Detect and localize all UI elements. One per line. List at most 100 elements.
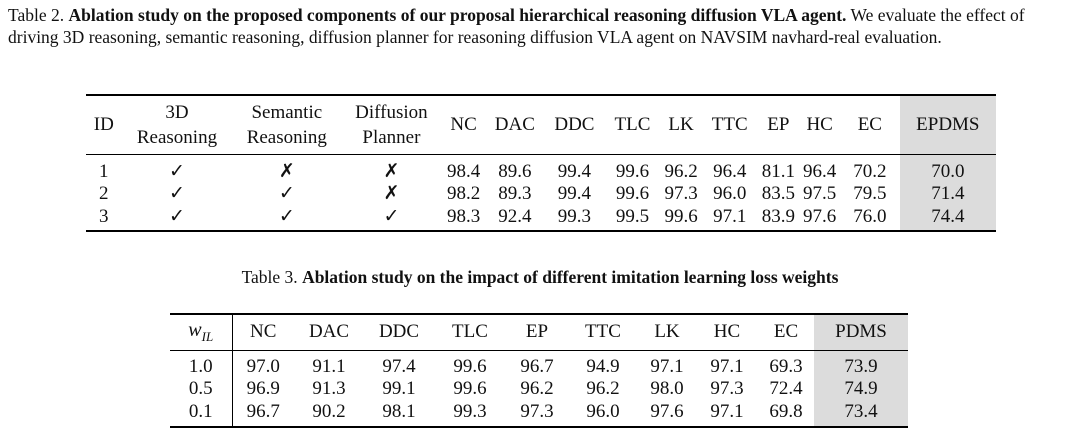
cell-metric: 83.9 — [761, 205, 795, 227]
table2-caption: Table 2. Ablation study on the proposed … — [8, 4, 1074, 48]
cell-metric: 96.2 — [586, 378, 620, 399]
table3-header-metric: EP — [506, 314, 568, 351]
table2-header-row: ID 3D Reasoning Semantic Reasoning Diffu… — [86, 95, 996, 155]
cell-metric: 99.6 — [615, 183, 650, 204]
table3-header-metric: TLC — [434, 314, 506, 351]
cell-3d-reasoning: ✓ — [169, 183, 185, 204]
cell-metric: 97.1 — [713, 205, 747, 227]
table3-header-metric: TTC — [568, 314, 638, 351]
table3-header-row: wIL NC DAC DDC TLC EP TTC LK HC EC PDMS — [170, 314, 908, 351]
table2-header-metric: EP — [757, 95, 800, 155]
cell-diffusion-planner: ✗ — [383, 160, 400, 182]
table2-header-semantic-reasoning: Semantic Reasoning — [232, 95, 342, 155]
weight-symbol-subscript: IL — [201, 329, 214, 345]
cell-metric: 96.7 — [246, 400, 280, 422]
table2-label: Table 2. — [8, 5, 65, 25]
cell-metric: 98.3 — [446, 205, 481, 227]
table2-header-metric: TLC — [604, 95, 661, 155]
cell-metric: 96.7 — [520, 355, 554, 377]
table3-header-metric: HC — [696, 314, 758, 351]
header-line: 3D — [165, 101, 189, 123]
cell-metric: 70.2 — [853, 160, 887, 182]
cell-pdms: 74.9 — [814, 377, 908, 401]
cell-metric: 97.0 — [246, 355, 280, 377]
cell-metric: 97.6 — [803, 205, 837, 227]
cell-metric: 96.0 — [713, 183, 747, 204]
header-line: Reasoning — [246, 126, 327, 148]
cell-metric: 97.3 — [664, 183, 698, 204]
header-line: Planner — [362, 126, 421, 148]
table3-caption: Table 3. Ablation study on the impact of… — [0, 266, 1080, 288]
cell-metric: 98.2 — [446, 183, 481, 204]
cell-metric: 96.4 — [713, 160, 747, 182]
cell-metric: 97.6 — [650, 400, 684, 422]
table3-header-metric: LK — [638, 314, 696, 351]
cell-metric: 81.1 — [761, 160, 795, 182]
table2-row: 1 ✓ ✗ ✗ 98.4 89.6 99.4 99.6 96.2 96.4 81… — [86, 154, 996, 183]
cell-metric: 98.1 — [382, 400, 416, 422]
cell-diffusion-planner: ✗ — [383, 183, 400, 204]
cell-metric: 96.2 — [520, 378, 554, 399]
cell-metric: 97.3 — [520, 400, 554, 422]
cell-metric: 83.5 — [761, 183, 795, 204]
table2-header-metric: NC — [441, 95, 486, 155]
cell-metric: 69.3 — [769, 355, 803, 377]
cell-metric: 96.0 — [586, 400, 620, 422]
cell-metric: 69.8 — [769, 400, 803, 422]
table2-row: 3 ✓ ✓ ✓ 98.3 92.4 99.3 99.5 99.6 97.1 83… — [86, 205, 996, 231]
cell-semantic-reasoning: ✗ — [278, 160, 295, 182]
cell-metric: 97.5 — [803, 183, 837, 204]
header-line: Semantic — [251, 101, 323, 123]
cell-metric: 97.1 — [710, 355, 744, 377]
table3-header-weight: wIL — [170, 314, 233, 351]
cell-metric: 89.6 — [498, 160, 532, 182]
cell-metric: 96.2 — [664, 160, 698, 182]
header-line: Reasoning — [136, 126, 218, 148]
cell-metric: 99.3 — [557, 205, 592, 227]
cell-metric: 97.3 — [710, 378, 744, 399]
cell-metric: 99.3 — [453, 400, 487, 422]
table2-title: Ablation study on the proposed component… — [68, 5, 847, 25]
cell-weight: 0.1 — [170, 400, 233, 427]
weight-symbol-letter: w — [188, 319, 202, 342]
cell-metric: 98.4 — [446, 160, 481, 182]
cell-epdms: 71.4 — [899, 182, 996, 206]
table2-description: We evaluate the effect of driving 3D rea… — [8, 5, 1025, 47]
table2-header-metric: LK — [660, 95, 702, 155]
cell-epdms: 74.4 — [899, 205, 996, 231]
cell-metric: 96.9 — [246, 378, 280, 399]
table3-header-metric: NC — [232, 314, 294, 351]
cell-3d-reasoning: ✓ — [169, 205, 185, 227]
cell-metric: 99.6 — [664, 205, 698, 227]
table2-row: 2 ✓ ✓ ✗ 98.2 89.3 99.4 99.6 97.3 96.0 83… — [86, 182, 996, 206]
cell-id: 2 — [99, 183, 109, 204]
table3-row: 1.0 97.0 91.1 97.4 99.6 96.7 94.9 97.1 9… — [170, 350, 908, 378]
cell-semantic-reasoning: ✓ — [278, 205, 295, 227]
table2: ID 3D Reasoning Semantic Reasoning Diffu… — [86, 94, 996, 232]
cell-metric: 89.3 — [498, 183, 532, 204]
cell-semantic-reasoning: ✓ — [278, 183, 295, 204]
table3-header-pdms: PDMS — [814, 314, 908, 351]
table3-row: 0.5 96.9 91.3 99.1 99.6 96.2 96.2 98.0 9… — [170, 377, 908, 401]
cell-metric: 94.9 — [586, 355, 620, 377]
table3-label: Table 3. — [241, 267, 298, 287]
cell-3d-reasoning: ✓ — [169, 160, 185, 182]
cell-metric: 99.4 — [557, 183, 592, 204]
table2-header-id: ID — [86, 95, 122, 155]
table3-title: Ablation study on the impact of differen… — [302, 267, 839, 287]
cell-diffusion-planner: ✓ — [383, 205, 400, 227]
cell-id: 3 — [99, 205, 109, 227]
table2-header-diffusion-planner: Diffusion Planner — [341, 95, 442, 155]
cell-metric: 91.3 — [312, 378, 346, 399]
cell-metric: 97.1 — [710, 400, 744, 422]
table2-header-3d-reasoning: 3D Reasoning — [121, 95, 233, 155]
cell-metric: 99.6 — [615, 160, 650, 182]
table2-header-metric: TTC — [702, 95, 758, 155]
cell-metric: 99.6 — [453, 378, 487, 399]
table2-header-metric: HC — [799, 95, 841, 155]
cell-metric: 76.0 — [853, 205, 887, 227]
cell-metric: 98.0 — [650, 378, 684, 399]
cell-metric: 99.1 — [382, 378, 416, 399]
cell-metric: 90.2 — [312, 400, 346, 422]
cell-metric: 79.5 — [853, 183, 887, 204]
